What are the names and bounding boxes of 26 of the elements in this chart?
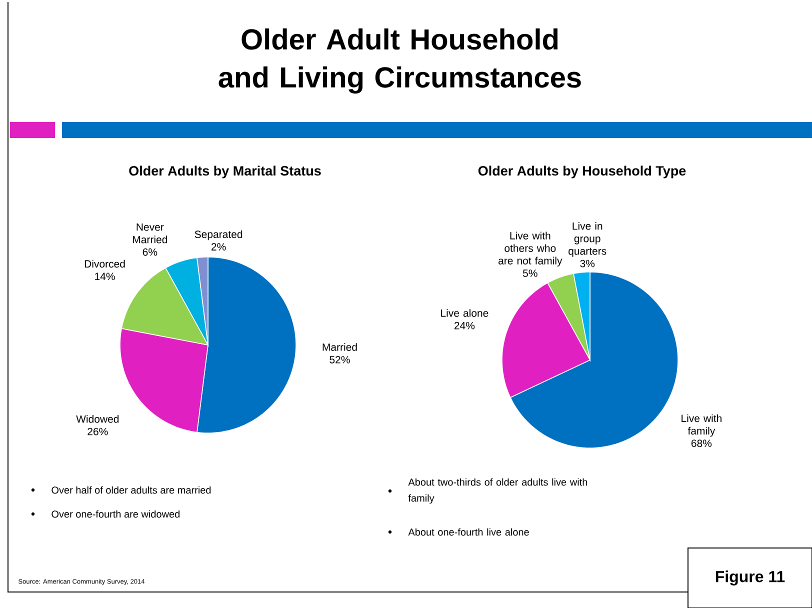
- caption: Figure 11: [716, 570, 785, 586]
- data-label: 26%: [88, 428, 108, 436]
- data-label: 5%: [523, 270, 538, 277]
- slice-label: Separated: [194, 230, 242, 240]
- text: Over half of older adults are married: [52, 486, 211, 494]
- text: About one-fourth live alone: [408, 528, 529, 536]
- text: Older Adult Household and Living Circumstances: [218, 28, 581, 94]
- data-label: 6%: [142, 248, 158, 256]
- slice-label: Live with family: [682, 414, 722, 437]
- text: About two-thirds of older adults live with family: [408, 478, 588, 504]
- chart-title: Older Adults by Marital Status: [129, 166, 321, 178]
- slice-label: Live in group quarters: [568, 222, 606, 257]
- data-label: 2%: [212, 243, 226, 251]
- slice-label: Never Married: [132, 223, 168, 244]
- slice-label: Widowed: [76, 415, 119, 423]
- slice-label: Married: [322, 343, 357, 351]
- slice-label: Live with others who are not family: [498, 232, 562, 267]
- slice-label: Divorced: [84, 260, 125, 268]
- chart-title: Older Adults by Household Type: [478, 166, 686, 178]
- data-label: 3%: [580, 260, 595, 268]
- data-label: 24%: [454, 322, 475, 330]
- data-label: 14%: [95, 272, 115, 280]
- data-label: 68%: [691, 440, 712, 448]
- text: Over one-fourth are widowed: [52, 510, 180, 518]
- data-label: 52%: [330, 356, 350, 364]
- slice-label: Live alone: [441, 309, 488, 317]
